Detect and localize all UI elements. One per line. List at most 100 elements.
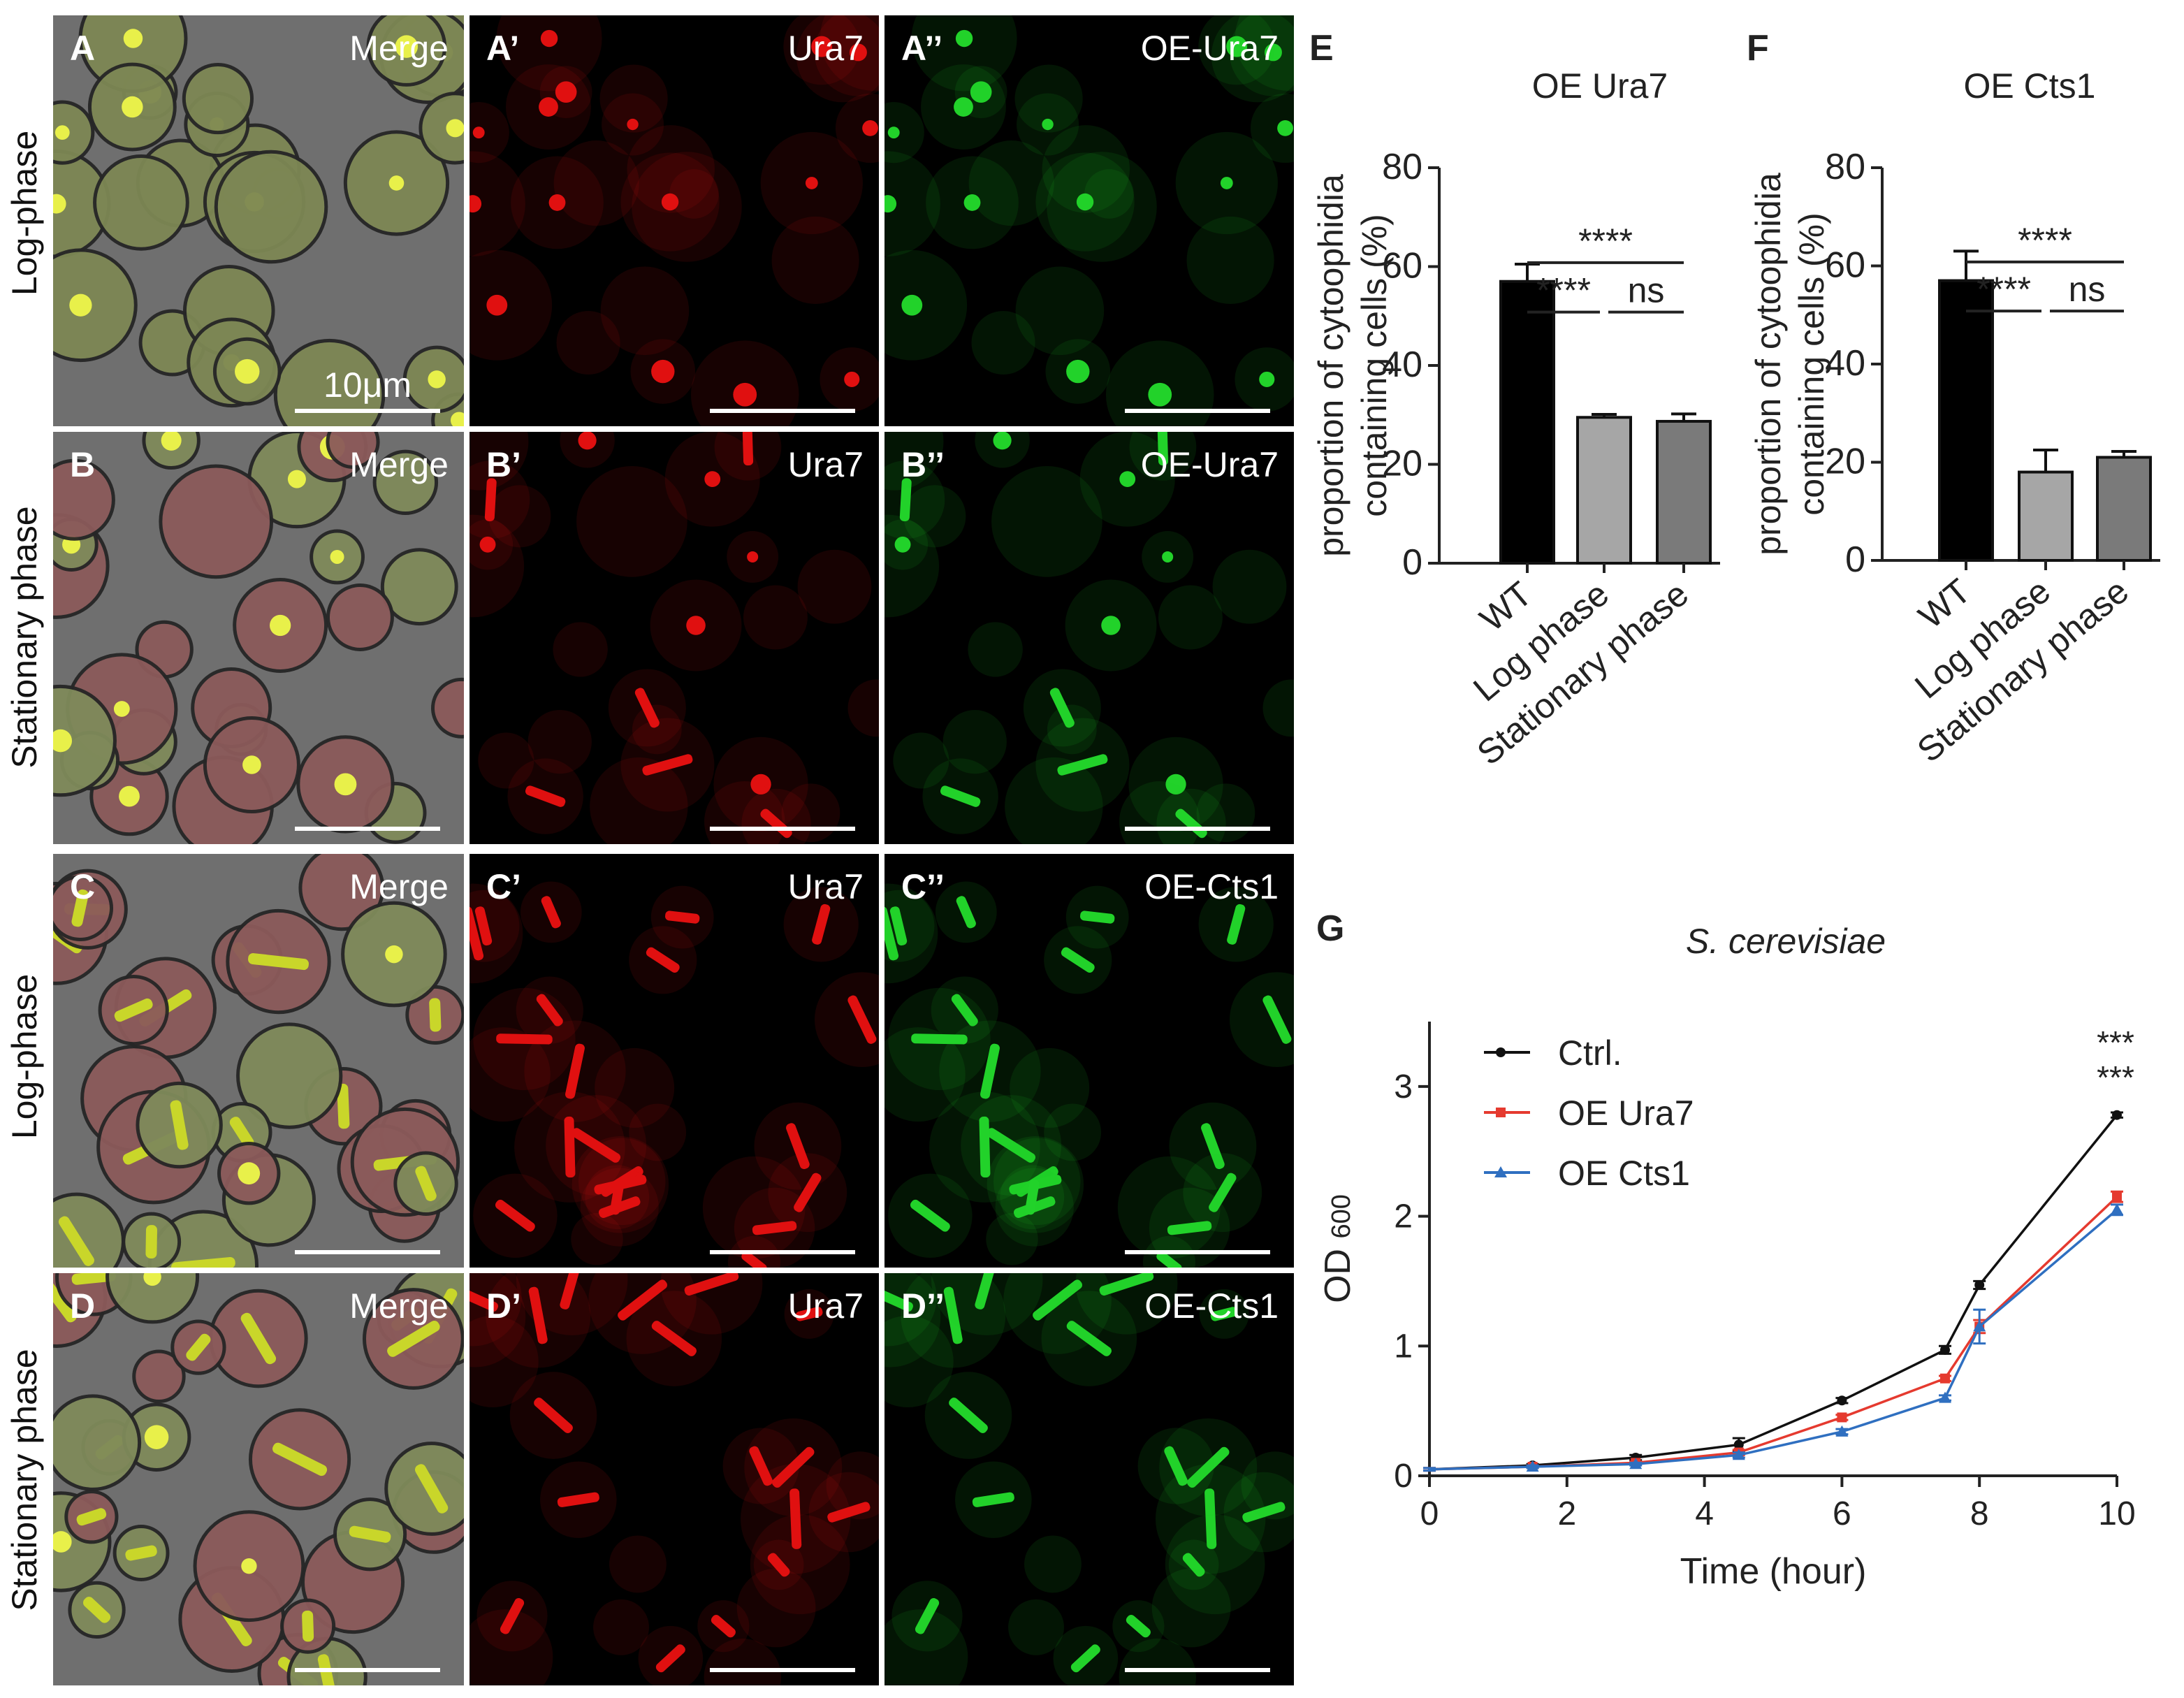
cytoophidium	[1148, 382, 1172, 407]
x-tick-label: 2	[1557, 1495, 1576, 1532]
series-line	[1429, 1196, 2118, 1471]
cytoophidium	[555, 81, 577, 103]
cell	[469, 151, 525, 256]
cytoophidium	[1187, 1446, 1230, 1488]
cytoophidium	[1259, 371, 1275, 387]
series-line	[1429, 1114, 2118, 1471]
cell	[1084, 169, 1134, 219]
cell	[942, 710, 1007, 774]
cytoophidium	[704, 471, 721, 487]
cell	[182, 62, 254, 135]
cytoophidium	[943, 1286, 963, 1344]
row-label-3: Log-phase	[5, 974, 44, 1139]
cytoophidium	[414, 1464, 449, 1514]
panel-title: Merge	[349, 1286, 449, 1326]
micro-panel: C’ Ura7	[469, 854, 879, 1268]
chart-f: F OE Cts1 proportion of cytoophidia contain…	[1747, 28, 2160, 770]
cytoophidium	[610, 1180, 625, 1215]
cell	[884, 102, 924, 164]
series	[1423, 1203, 2123, 1472]
cytoophidium	[395, 35, 418, 58]
cytoophidium	[248, 953, 309, 971]
cell	[298, 854, 385, 931]
cell	[1047, 152, 1157, 262]
cytoophidium	[469, 195, 482, 213]
cytoophidium	[1042, 118, 1054, 131]
bar	[2096, 456, 2152, 562]
micro-cells	[884, 15, 1294, 426]
cytoophidium	[987, 1128, 1036, 1163]
cytoophidium	[186, 1333, 211, 1361]
cytoophidium	[975, 1273, 1000, 1309]
y-tick-label: 20	[1382, 444, 1422, 484]
panel-letter: D’	[486, 1286, 521, 1326]
significance-label: ****	[1976, 270, 2031, 309]
data-point	[1732, 1449, 1745, 1460]
cytoophidium	[548, 194, 566, 211]
cell	[469, 1609, 553, 1685]
cytoophidium	[472, 126, 485, 139]
micro-panel: A’ Ura7	[469, 15, 879, 426]
cell	[1042, 125, 1130, 213]
bar	[1938, 279, 1994, 562]
cytoophidium	[446, 119, 464, 138]
cell	[884, 1027, 966, 1122]
cell	[820, 15, 879, 91]
cytoophidium	[238, 1162, 261, 1185]
cell	[527, 710, 592, 774]
cell	[1047, 704, 1097, 755]
cell	[702, 1156, 806, 1259]
cytoophidium	[484, 478, 497, 522]
cytoophidium	[1099, 1273, 1154, 1296]
cell	[704, 1638, 781, 1685]
cell	[469, 249, 553, 361]
cytoophidium	[58, 1216, 94, 1266]
cell	[53, 100, 95, 165]
cytoophidium	[54, 125, 70, 140]
cell	[469, 1027, 551, 1122]
cytoophidium	[429, 998, 442, 1032]
cell	[1008, 1599, 1064, 1655]
cell	[814, 15, 879, 96]
data-point	[2111, 1203, 2123, 1215]
cytoophidium	[125, 1545, 157, 1561]
cytoophidium	[767, 1553, 790, 1577]
cell	[469, 102, 509, 164]
data-point	[1526, 1460, 1539, 1472]
cytoophidium	[428, 370, 446, 389]
panel-title: OE-Ura7	[1141, 29, 1279, 68]
chart-title: OE Ura7	[1532, 66, 1668, 106]
cytoophidium	[847, 995, 877, 1044]
cell	[609, 1535, 667, 1593]
cell	[627, 125, 715, 213]
panel-title: Merge	[349, 445, 449, 484]
micro-panel: D’’ OE-Cts1	[884, 1273, 1294, 1685]
cytoophidium	[1277, 119, 1293, 136]
cell	[1230, 972, 1294, 1068]
cell	[968, 140, 1054, 226]
data-point	[1496, 1108, 1506, 1117]
series-line	[1429, 1208, 2118, 1471]
cytoophidium	[963, 194, 981, 211]
cytoophidium	[1226, 36, 1248, 57]
cytoophidium	[53, 729, 73, 753]
cytoophidium	[749, 1446, 773, 1486]
cytoophidium	[496, 1033, 553, 1045]
y-tick-label: 0	[1394, 1458, 1413, 1495]
cell	[911, 15, 1017, 92]
cytoophidium	[241, 1558, 257, 1574]
cell	[553, 140, 639, 226]
cytoophidium	[812, 904, 831, 945]
cytoophidium	[469, 1283, 498, 1312]
cell	[469, 1273, 526, 1367]
chart-e: E OE Ura7 proportion of cytoophidia contain…	[1309, 28, 1720, 773]
micro-cells	[884, 881, 1294, 1268]
micro-panel: D’ Ura7	[469, 1273, 879, 1685]
cell	[600, 266, 690, 356]
data-point	[2112, 1110, 2122, 1120]
micro-cells	[884, 432, 1294, 844]
cytoophidium	[113, 701, 130, 717]
x-axis-label: Time (hour)	[1680, 1551, 1867, 1592]
micro-cells	[53, 854, 464, 1268]
cytoophidium	[956, 896, 976, 929]
